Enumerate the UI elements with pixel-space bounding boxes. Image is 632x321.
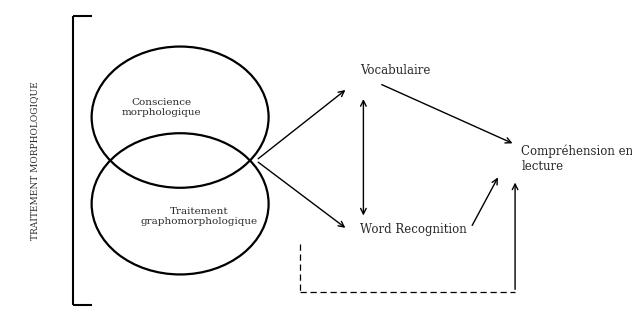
Text: Vocabulaire: Vocabulaire [360, 64, 430, 77]
Text: Conscience
morphologique: Conscience morphologique [121, 98, 201, 117]
Text: Traitement
graphomorphologique: Traitement graphomorphologique [140, 207, 258, 226]
Text: Word Recognition: Word Recognition [360, 223, 467, 236]
Text: Compréhension en
lecture: Compréhension en lecture [521, 145, 632, 173]
Text: TRAITEMENT MORPHOLOGIQUE: TRAITEMENT MORPHOLOGIQUE [30, 81, 39, 240]
